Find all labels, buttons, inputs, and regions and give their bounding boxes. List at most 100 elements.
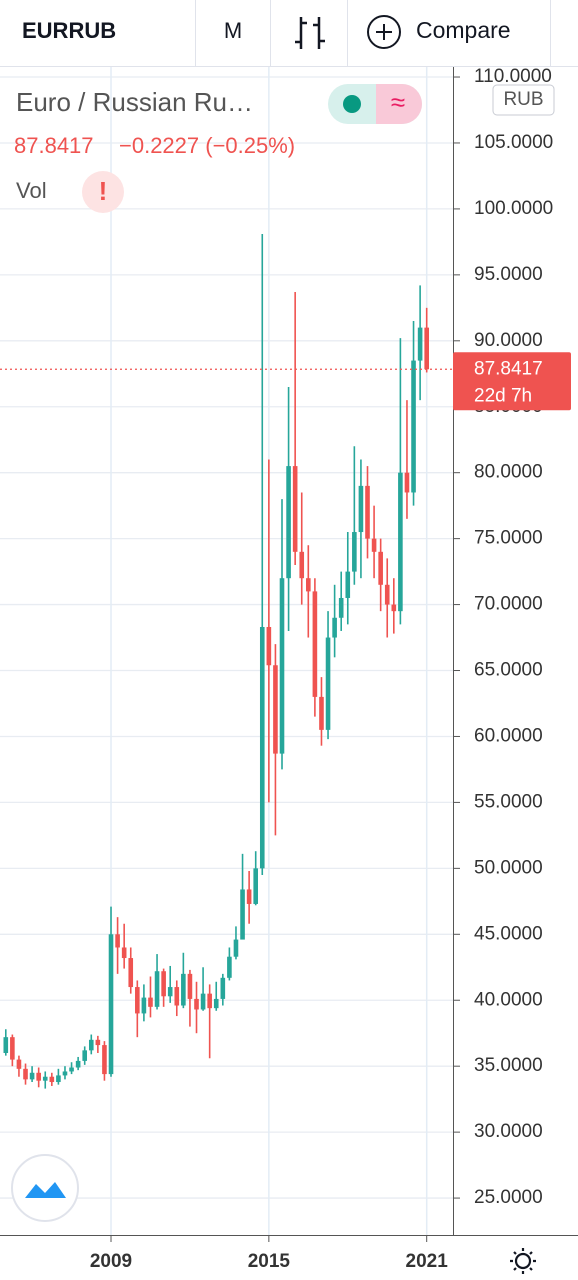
candle-body (181, 973, 186, 1006)
y-tick-label: 70.0000 (474, 594, 543, 615)
candle-body (49, 1076, 55, 1083)
y-tick-label: 25.0000 (474, 1187, 543, 1208)
approx-icon: ≈ (391, 87, 405, 117)
y-tick-label: 100.0000 (474, 198, 553, 219)
y-tick-label: 95.0000 (474, 264, 543, 285)
candle-body (88, 1039, 94, 1051)
candle-body (411, 360, 416, 493)
candle-body (312, 591, 318, 697)
status-pill[interactable]: ≈ (328, 84, 422, 124)
warning-icon[interactable]: ! (82, 171, 124, 213)
candle-body (3, 1037, 9, 1053)
candle-body (23, 1068, 28, 1080)
candle-body (207, 993, 212, 1009)
candle-body (286, 466, 291, 579)
candle-body (345, 571, 351, 598)
candle-body (279, 578, 285, 754)
candle-body (259, 626, 265, 869)
candle-body (200, 993, 206, 1010)
svg-text:!: ! (99, 176, 108, 206)
last-price-label: 87.8417 (474, 358, 543, 379)
candle-body (16, 1059, 22, 1069)
candle-body (246, 889, 252, 904)
candle-body (62, 1071, 68, 1076)
x-tick-label: 2021 (406, 1251, 449, 1272)
candle-body (325, 637, 331, 730)
candle-body (108, 934, 114, 1075)
logo[interactable] (11, 1154, 79, 1222)
countdown: 22d 7h (474, 385, 532, 406)
y-tick-label: 90.0000 (474, 330, 543, 351)
candle-body (82, 1050, 88, 1061)
candle-body (417, 327, 423, 361)
volume-label: Vol (16, 178, 47, 203)
candle-body (154, 971, 160, 1007)
y-tick-label: 30.0000 (474, 1121, 543, 1142)
candle-body (338, 597, 344, 618)
candle-body (292, 466, 298, 552)
candle-body (187, 973, 193, 999)
currency: RUB (503, 89, 543, 110)
compare-label: Compare (416, 17, 511, 43)
candle-body (36, 1072, 41, 1081)
candle-body (95, 1039, 101, 1046)
instrument-name: Euro / Russian Ru… (16, 87, 253, 117)
candle-body (167, 987, 173, 997)
grid-layer (0, 67, 453, 1235)
candle-body (115, 934, 120, 948)
candle-body (10, 1037, 15, 1060)
candle-body (233, 939, 239, 957)
candle-body (29, 1072, 35, 1080)
last-price: 87.8417 (14, 133, 94, 158)
candle-body (398, 472, 403, 612)
y-tick-label: 45.0000 (474, 923, 543, 944)
candle-body (332, 617, 337, 638)
y-tick-label: 40.0000 (474, 989, 543, 1010)
compare-button[interactable]: Compare (367, 15, 511, 49)
interval[interactable]: M (224, 18, 242, 43)
candle-body (378, 551, 383, 585)
last-price-badge (453, 352, 571, 411)
candle-body (240, 889, 245, 940)
candle-body (69, 1067, 74, 1072)
candle-body (266, 626, 272, 666)
y-tick-label: 75.0000 (474, 528, 543, 549)
y-tick-label: 35.0000 (474, 1055, 543, 1076)
time-axis (0, 1236, 454, 1280)
candle-body (148, 997, 153, 1007)
y-tick-label: 50.0000 (474, 857, 543, 878)
candle-body (273, 665, 278, 754)
candle-body (220, 977, 226, 999)
candle-body (141, 997, 147, 1014)
y-tick-label: 65.0000 (474, 660, 543, 681)
candle-body (306, 578, 311, 592)
symbol[interactable]: EURRUB (22, 18, 116, 43)
candle-body (319, 696, 324, 730)
toolbar (0, 0, 578, 66)
candle-body (102, 1045, 107, 1075)
y-tick-label: 60.0000 (474, 725, 543, 746)
y-tick-label: 55.0000 (474, 791, 543, 812)
currency-badge[interactable]: RUB (492, 84, 555, 116)
candle-body (384, 584, 390, 605)
candle-body (371, 538, 377, 552)
label-layer: 87.8417 22d 7h (453, 352, 571, 411)
candle-body (194, 998, 199, 1010)
candles (0, 233, 453, 1089)
chart-type-button[interactable] (295, 17, 325, 49)
y-tick-label: 110.0000 (474, 66, 552, 87)
candle-body (391, 604, 397, 612)
candle-body (358, 485, 364, 533)
candle-body (75, 1060, 81, 1068)
candle-body (121, 947, 127, 959)
price-axis (454, 67, 578, 1280)
settings-icon[interactable] (510, 1248, 536, 1274)
candle-body (352, 532, 357, 572)
candle-body (253, 868, 259, 904)
candle-body (227, 956, 232, 978)
candle-body (365, 485, 370, 539)
y-tick-label: 80.0000 (474, 462, 543, 483)
